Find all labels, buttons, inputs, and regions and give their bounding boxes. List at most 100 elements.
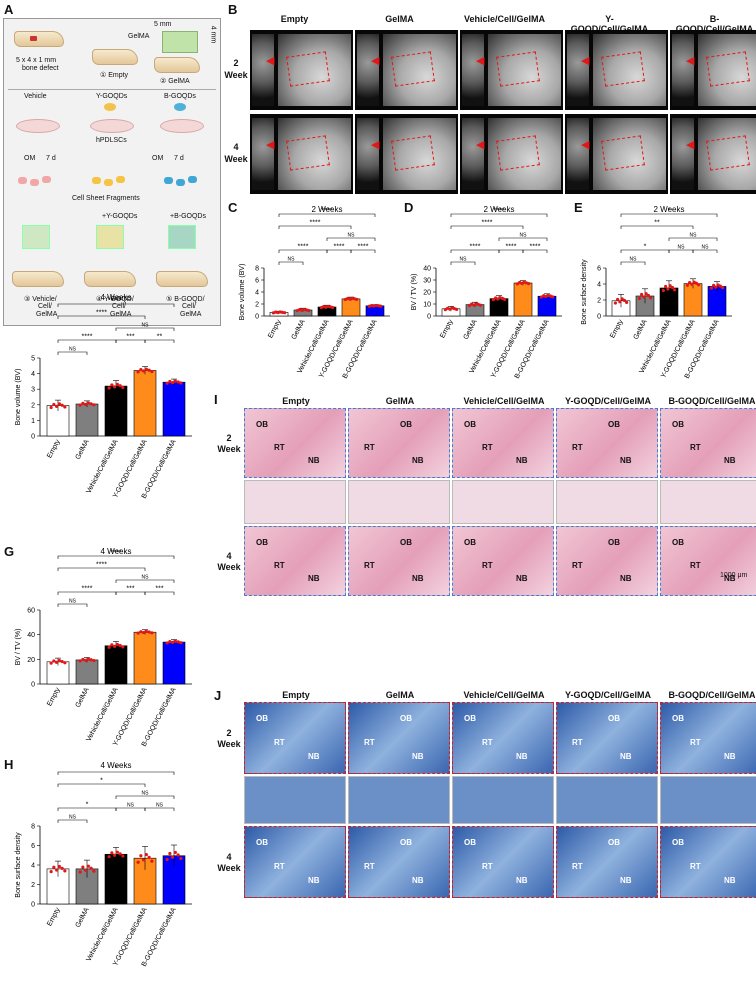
defect-region-box: [601, 51, 645, 87]
significance-label: **: [654, 220, 660, 227]
label-rt: RT: [482, 862, 493, 871]
y-tick-label: 4: [597, 282, 601, 289]
bar: [341, 298, 361, 317]
y-tick-label: 0: [31, 434, 35, 441]
histology-image: [348, 826, 450, 898]
data-point: [666, 287, 670, 291]
label-nb: NB: [620, 456, 632, 465]
x-tick-label: GelMA: [291, 318, 307, 340]
histology-overview: [660, 776, 756, 824]
group4-label: ④ Y-GOQD/: [96, 296, 134, 303]
label-nb: NB: [516, 456, 528, 465]
bar: [513, 282, 533, 317]
histology-column-header: GelMA: [385, 396, 415, 406]
data-point: [173, 639, 177, 643]
data-point: [55, 404, 59, 408]
x-tick-label: B-GOQD/Cell/GelMA: [141, 438, 178, 500]
jaw-illustration: [14, 31, 64, 47]
y-tick-label: 0: [427, 314, 431, 321]
y-tick-label: 3: [31, 387, 35, 394]
histology-image: [660, 826, 756, 898]
significance-bracket: [57, 567, 146, 571]
data-point: [712, 283, 716, 287]
histology-overview: [348, 776, 450, 824]
significance-label: *: [86, 802, 89, 809]
divider: [8, 89, 216, 90]
histology-image: [452, 526, 554, 596]
y-tick-label: 0: [31, 902, 35, 909]
y-axis-label: Bone volume (BV): [239, 264, 246, 321]
x-tick-label: Empty: [46, 906, 62, 927]
data-point: [136, 860, 140, 864]
y-tick-label: 20: [423, 290, 431, 297]
significance-label: ***: [126, 586, 134, 593]
data-point: [331, 305, 335, 310]
histology-image: [348, 702, 450, 774]
data-point: [89, 658, 93, 662]
data-point: [147, 855, 151, 859]
histology-image: [452, 408, 554, 478]
defect-arrow-icon: ◀: [686, 139, 695, 151]
defect-label: bone defect: [22, 65, 59, 72]
microct-3d-render: [593, 118, 666, 190]
label-rt: RT: [274, 862, 285, 871]
significance-bracket: [450, 213, 548, 217]
fragment: [164, 177, 173, 184]
data-point: [144, 629, 148, 634]
significance-bracket: [57, 771, 175, 775]
significance-bracket: [450, 225, 524, 229]
defect-arrow-icon: ◀: [266, 55, 275, 67]
bar: [104, 853, 128, 905]
data-point: [551, 295, 555, 299]
data-point: [49, 870, 53, 874]
data-point: [55, 660, 59, 664]
data-point: [139, 854, 143, 858]
label-rt: RT: [482, 443, 493, 452]
significance-label: NS: [288, 257, 296, 263]
data-point: [620, 297, 624, 301]
scaffold-ygoqd: [96, 225, 124, 249]
histology-column-header: Y-GOQD/Cell/GelMA: [564, 396, 651, 406]
y-tick-label: 8: [31, 824, 35, 831]
data-point: [171, 381, 175, 385]
label-rt: RT: [690, 738, 701, 747]
data-point: [616, 297, 620, 302]
significance-label: ****: [96, 562, 107, 569]
plus-y-label: +Y-GOQDs: [102, 213, 138, 220]
data-point: [168, 379, 172, 384]
histology-column-header: Empty: [282, 396, 310, 406]
bar: [104, 385, 128, 437]
chart-title: 4 Weeks: [101, 761, 132, 770]
significance-bracket: [57, 783, 146, 787]
data-point: [147, 630, 151, 634]
dim-width: 5 mm: [154, 21, 172, 28]
significance-label: ****: [358, 244, 369, 251]
data-point: [60, 866, 64, 870]
data-point: [142, 858, 146, 862]
scale-bar-label-small: 1000 μm: [720, 572, 748, 579]
label-rt: RT: [274, 561, 285, 570]
data-point: [721, 286, 725, 290]
data-point: [113, 385, 117, 389]
y-axis-label: BV / TV (%): [15, 629, 22, 666]
label-nb: NB: [516, 752, 528, 761]
label-ob: OB: [464, 420, 476, 429]
defect-arrow-icon: ◀: [581, 55, 590, 67]
histology-image: [452, 702, 554, 774]
jaw-group5: [156, 271, 208, 287]
dish-bgoqd: [160, 119, 204, 133]
label-rt: RT: [690, 862, 701, 871]
histology-image: [660, 408, 756, 478]
label-nb: NB: [516, 876, 528, 885]
significance-label: NS: [156, 803, 164, 809]
label-ob: OB: [672, 420, 684, 429]
chart-title: 4 Weeks: [101, 293, 132, 302]
significance-label: NS: [678, 245, 686, 251]
data-point: [491, 298, 495, 302]
data-point: [49, 661, 53, 665]
microct-row-header-w2-b: Week: [224, 70, 248, 80]
defect-arrow-icon: ◀: [581, 139, 590, 151]
data-point: [107, 645, 111, 649]
data-point: [503, 297, 507, 301]
chart-title: 2 Weeks: [654, 205, 685, 214]
